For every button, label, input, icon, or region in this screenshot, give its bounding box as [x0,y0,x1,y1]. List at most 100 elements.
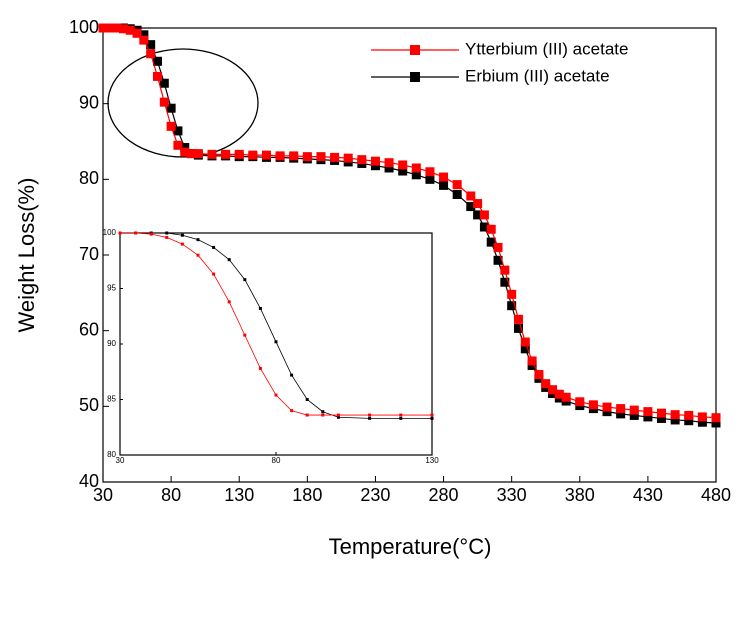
data-point [398,160,408,170]
data-point [159,97,169,107]
data-point [507,289,517,299]
data-point [384,158,394,168]
data-point [180,147,190,157]
data-point [588,400,598,410]
data-point [473,199,483,209]
data-point [670,410,680,420]
data-point [98,23,108,33]
data-point [221,149,231,159]
data-point [439,172,449,182]
data-point [159,78,169,88]
data-point [134,231,138,235]
data-point [166,121,176,131]
y-tick-label: 100 [69,17,99,37]
data-point [368,416,372,420]
data-point [290,409,294,413]
data-point [527,356,537,366]
data-point [398,166,408,176]
data-point [370,161,380,171]
data-point [357,155,367,165]
data-point [368,413,372,417]
x-axis-title: Temperature(°C) [329,534,492,559]
data-point [452,189,462,199]
data-point [274,393,278,397]
data-point [479,222,489,232]
data-point [112,23,122,33]
data-point [166,103,176,113]
data-point [275,151,285,161]
data-point [513,314,523,324]
x-tick-label: 130 [224,485,254,505]
data-point [180,143,190,153]
data-point [520,344,530,354]
data-point [152,56,162,66]
y-tick-label: 40 [79,471,99,491]
legend-marker [410,45,420,55]
data-point [479,210,489,220]
data-point [305,398,309,401]
data-point [289,151,299,161]
data-point [643,412,653,422]
data-point [196,253,200,257]
y-tick-label: 60 [79,319,99,339]
data-point [520,337,530,347]
legend-marker [410,72,420,82]
data-point [670,415,680,425]
data-point [243,278,247,282]
data-point [139,30,149,40]
y-tick-label: 90 [107,339,116,348]
data-point [452,180,462,190]
data-point [330,152,340,162]
data-point [541,379,551,389]
data-point [629,405,639,415]
data-point [425,167,435,177]
data-point [534,370,544,380]
data-point [343,153,353,163]
y-axis-title: Weight Loss(%) [14,178,39,333]
data-point [643,407,653,417]
x-tick-label: 80 [161,485,181,505]
data-point [507,301,517,311]
data-point [187,149,197,159]
data-point [336,413,340,417]
series-line [103,27,717,419]
data-point [227,258,231,262]
legend-label: Erbium (III) acetate [465,66,610,85]
data-point [439,180,449,190]
x-tick-label: 480 [701,485,731,505]
data-point [548,385,558,395]
data-point [149,232,153,236]
data-point [193,149,203,159]
data-point [302,152,312,162]
y-tick-label: 90 [79,92,99,112]
x-tick-label: 130 [425,456,439,465]
data-point [684,416,694,426]
x-tick-label: 30 [116,456,125,465]
data-point [105,23,115,33]
y-tick-label: 80 [107,450,116,459]
data-point [212,245,216,249]
data-point [411,163,421,173]
data-point [527,360,537,370]
data-point [711,418,721,428]
data-point [657,413,667,423]
data-point [290,373,294,377]
x-tick-label: 180 [292,485,322,505]
data-point [173,126,183,136]
data-point [486,237,496,247]
data-point [152,71,162,81]
y-tick-label: 85 [107,395,116,404]
x-tick-label: 330 [497,485,527,505]
data-point [473,210,483,220]
data-point [370,156,380,166]
data-point [196,238,200,242]
data-point [697,417,707,427]
data-point [629,410,639,420]
data-point [616,404,626,414]
data-point [125,25,135,35]
data-point [336,415,340,419]
data-point [234,149,244,159]
data-point [575,397,585,407]
data-point [258,366,262,370]
data-point [561,392,571,402]
